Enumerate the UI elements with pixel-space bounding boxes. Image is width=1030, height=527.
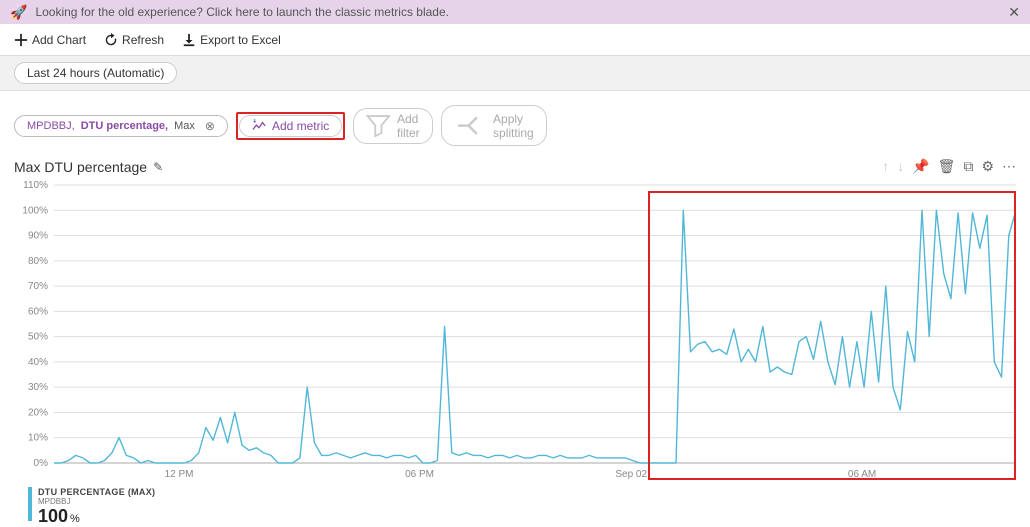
- classic-experience-banner[interactable]: 🚀 Looking for the old experience? Click …: [0, 0, 1030, 24]
- filter-icon: [366, 113, 391, 138]
- legend-text: DTU PERCENTAGE (MAX) MPDBBJ 100%: [38, 487, 155, 527]
- rocket-icon: 🚀: [10, 4, 27, 21]
- pin-icon[interactable]: 📌: [912, 158, 929, 175]
- settings-icon[interactable]: ⚙: [981, 158, 994, 175]
- edit-title-icon[interactable]: ✎: [153, 160, 163, 174]
- move-down-icon[interactable]: ↓: [897, 158, 904, 175]
- svg-text:80%: 80%: [28, 256, 48, 267]
- svg-text:06 AM: 06 AM: [848, 469, 876, 480]
- timerange-label: Last 24 hours (Automatic): [27, 66, 164, 80]
- svg-text:60%: 60%: [28, 307, 48, 318]
- download-icon: [182, 33, 196, 47]
- svg-text:12 PM: 12 PM: [165, 469, 194, 480]
- add-filter-label: Add filter: [397, 112, 420, 140]
- more-icon[interactable]: ⋯: [1002, 158, 1016, 175]
- export-button[interactable]: Export to Excel: [182, 33, 281, 47]
- svg-text:Sep 02: Sep 02: [615, 469, 647, 480]
- legend-value-unit: %: [70, 513, 80, 525]
- remove-metric-icon[interactable]: ⊗: [205, 119, 215, 133]
- delete-icon[interactable]: 🗑: [938, 158, 956, 175]
- timerange-pill[interactable]: Last 24 hours (Automatic): [14, 62, 177, 84]
- metric-agg: Max: [174, 120, 195, 132]
- legend-subtitle: MPDBBJ: [38, 497, 155, 506]
- split-icon: [454, 109, 487, 142]
- legend-color-bar: [28, 487, 32, 521]
- svg-text:40%: 40%: [28, 357, 48, 368]
- add-metric-button[interactable]: Add metric: [239, 115, 342, 137]
- filter-row: MPDBBJ, DTU percentage, Max ⊗ Add metric…: [0, 91, 1030, 154]
- close-icon[interactable]: ✕: [1008, 4, 1020, 21]
- svg-text:90%: 90%: [28, 231, 48, 242]
- svg-text:20%: 20%: [28, 408, 48, 419]
- metric-db: MPDBBJ,: [27, 120, 75, 132]
- timerange-bar: Last 24 hours (Automatic): [0, 56, 1030, 91]
- svg-text:50%: 50%: [28, 332, 48, 343]
- chart-title: Max DTU percentage: [14, 159, 147, 175]
- legend-value: 100%: [38, 506, 155, 527]
- add-metric-label: Add metric: [272, 119, 329, 133]
- svg-text:10%: 10%: [28, 433, 48, 444]
- plus-icon: [14, 33, 28, 47]
- svg-text:30%: 30%: [28, 383, 48, 394]
- svg-text:0%: 0%: [34, 458, 49, 469]
- highlight-add-metric: Add metric: [236, 112, 345, 140]
- chart-svg: 0% 10% 20% 30% 40% 50% 60% 70% 80% 90% 100% 110% 12 …: [14, 181, 1016, 481]
- chart-actions: ↑ ↓ 📌 🗑 ⧉ ⚙ ⋯: [882, 158, 1016, 175]
- move-up-icon[interactable]: ↑: [882, 158, 889, 175]
- toolbar: Add Chart Refresh Export to Excel: [0, 24, 1030, 56]
- add-filter-button[interactable]: Add filter: [353, 108, 432, 144]
- legend: DTU PERCENTAGE (MAX) MPDBBJ 100%: [28, 487, 1030, 527]
- export-label: Export to Excel: [200, 33, 281, 47]
- metric-name: DTU percentage,: [81, 120, 168, 132]
- refresh-label: Refresh: [122, 33, 164, 47]
- add-chart-label: Add Chart: [32, 33, 86, 47]
- line-chart-plus-icon: [252, 119, 266, 133]
- metric-chip[interactable]: MPDBBJ, DTU percentage, Max ⊗: [14, 115, 228, 137]
- copy-icon[interactable]: ⧉: [963, 158, 973, 175]
- svg-text:70%: 70%: [28, 281, 48, 292]
- metrics-chart: 0% 10% 20% 30% 40% 50% 60% 70% 80% 90% 100% 110% 12 …: [14, 181, 1016, 481]
- refresh-button[interactable]: Refresh: [104, 33, 164, 47]
- svg-text:110%: 110%: [23, 181, 48, 191]
- apply-splitting-label: Apply splitting: [493, 112, 534, 140]
- banner-message: Looking for the old experience? Click he…: [35, 5, 449, 19]
- refresh-icon: [104, 33, 118, 47]
- chart-header: Max DTU percentage ✎ ↑ ↓ 📌 🗑 ⧉ ⚙ ⋯: [0, 154, 1030, 181]
- svg-text:06 PM: 06 PM: [405, 469, 434, 480]
- add-chart-button[interactable]: Add Chart: [14, 33, 86, 47]
- svg-text:100%: 100%: [22, 206, 48, 217]
- legend-value-number: 100: [38, 506, 68, 526]
- apply-splitting-button[interactable]: Apply splitting: [441, 105, 547, 146]
- legend-title: DTU PERCENTAGE (MAX): [38, 487, 155, 497]
